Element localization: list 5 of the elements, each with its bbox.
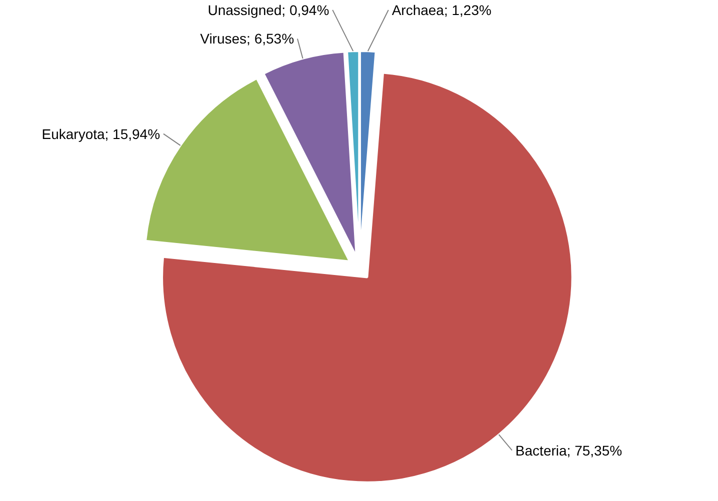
slice-label: Archaea; 1,23% <box>392 2 492 18</box>
slice-label: Bacteria; 75,35% <box>515 442 622 458</box>
slice-label: Eukaryota; 15,94% <box>42 126 160 142</box>
slice-label: Unassigned; 0,94% <box>208 2 330 18</box>
slice-label: Viruses; 6,53% <box>200 30 294 47</box>
